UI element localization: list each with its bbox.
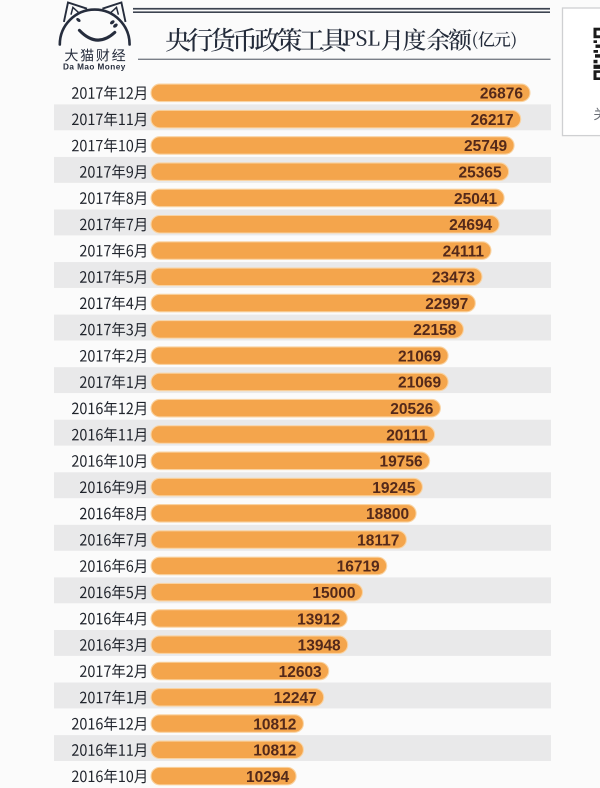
svg-text:18117: 18117 — [357, 532, 399, 549]
svg-text:26876: 26876 — [480, 86, 523, 103]
svg-text:10812: 10812 — [253, 716, 296, 733]
svg-text:19245: 19245 — [372, 480, 415, 497]
svg-text:10294: 10294 — [246, 769, 289, 786]
svg-text:21069: 21069 — [398, 375, 441, 392]
svg-text:25041: 25041 — [454, 191, 497, 208]
svg-text:10812: 10812 — [253, 743, 296, 760]
svg-text:15000: 15000 — [312, 585, 355, 602]
svg-text:22158: 22158 — [413, 322, 456, 339]
svg-text:16719: 16719 — [337, 559, 380, 576]
svg-text:20526: 20526 — [390, 401, 433, 418]
svg-text:21069: 21069 — [398, 348, 441, 365]
svg-text:24694: 24694 — [449, 217, 492, 234]
svg-text:18800: 18800 — [366, 506, 409, 523]
svg-text:13948: 13948 — [298, 638, 341, 655]
svg-text:25749: 25749 — [464, 138, 507, 155]
svg-text:22997: 22997 — [425, 296, 468, 313]
svg-text:23473: 23473 — [432, 270, 475, 287]
svg-text:25365: 25365 — [458, 164, 501, 181]
svg-text:24111: 24111 — [443, 243, 485, 260]
svg-text:Da Mao Money: Da Mao Money — [63, 63, 126, 72]
svg-text:12247: 12247 — [274, 690, 317, 707]
svg-text:13912: 13912 — [297, 611, 340, 628]
svg-text:19756: 19756 — [379, 454, 422, 471]
svg-text:26217: 26217 — [471, 112, 514, 129]
svg-text:20111: 20111 — [386, 427, 428, 444]
svg-text:12603: 12603 — [279, 664, 322, 681]
